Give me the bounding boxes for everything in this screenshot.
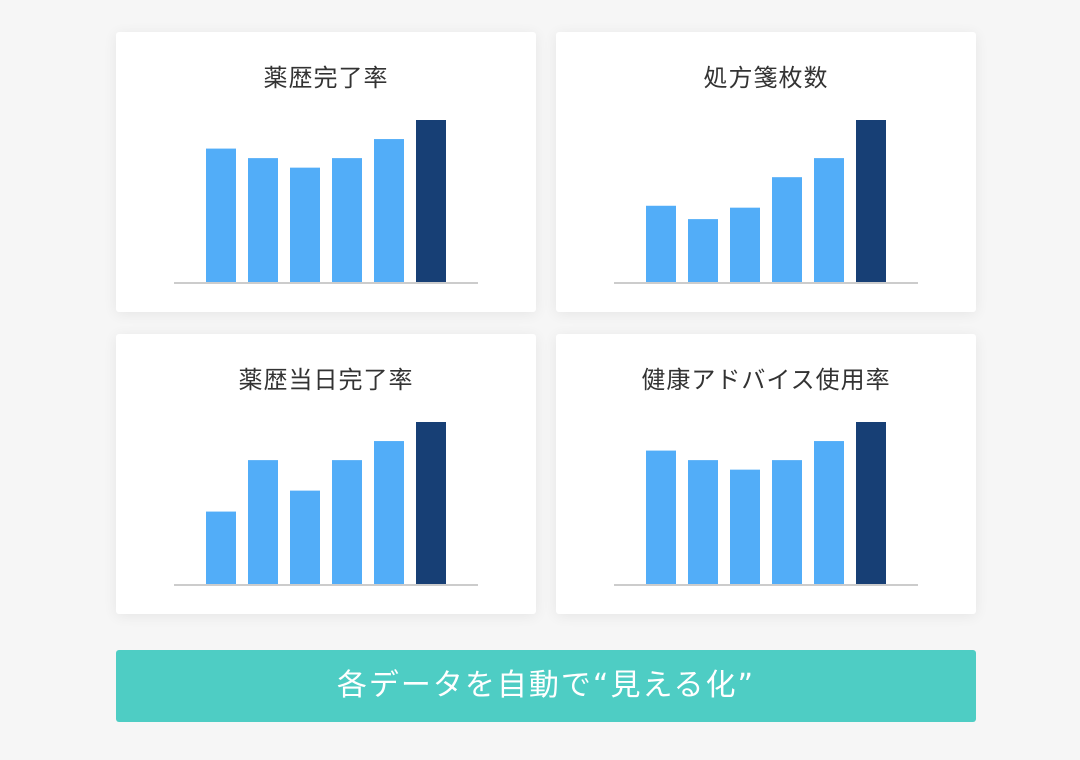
bar-chart [174,422,478,586]
bar-chart [174,120,478,284]
bar-chart [614,422,918,586]
banner-text: 各データを自動で“見える化” [336,668,756,703]
bar [332,460,362,584]
chart-card-prescription-count: 処方箋枚数 [556,32,976,312]
visualization-banner: 各データを自動で“見える化” [116,650,976,722]
bar [290,490,320,584]
chart-title: 薬歴完了率 [263,64,389,92]
bar [206,511,236,584]
bar [248,460,278,584]
highlight-bar [856,120,886,282]
bar [646,450,676,584]
bar [374,139,404,282]
bar [730,469,760,584]
bar [814,441,844,584]
bar [772,177,802,282]
chart-card-yakureki-completion: 薬歴完了率 [116,32,536,312]
chart-title: 薬歴当日完了率 [238,366,414,394]
bar [374,441,404,584]
bar [688,219,718,282]
bar [206,148,236,282]
bar [688,460,718,584]
chart-title: 健康アドバイス使用率 [641,366,891,394]
bar [646,205,676,282]
chart-card-health-advice-usage: 健康アドバイス使用率 [556,334,976,614]
highlight-bar [856,422,886,584]
chart-title: 処方箋枚数 [703,64,829,92]
bar [772,460,802,584]
chart-card-same-day-completion: 薬歴当日完了率 [116,334,536,614]
bar-chart [614,120,918,284]
bar [248,158,278,282]
bar [332,158,362,282]
highlight-bar [416,120,446,282]
bar [290,167,320,282]
highlight-bar [416,422,446,584]
bar [730,207,760,282]
bar [814,158,844,282]
